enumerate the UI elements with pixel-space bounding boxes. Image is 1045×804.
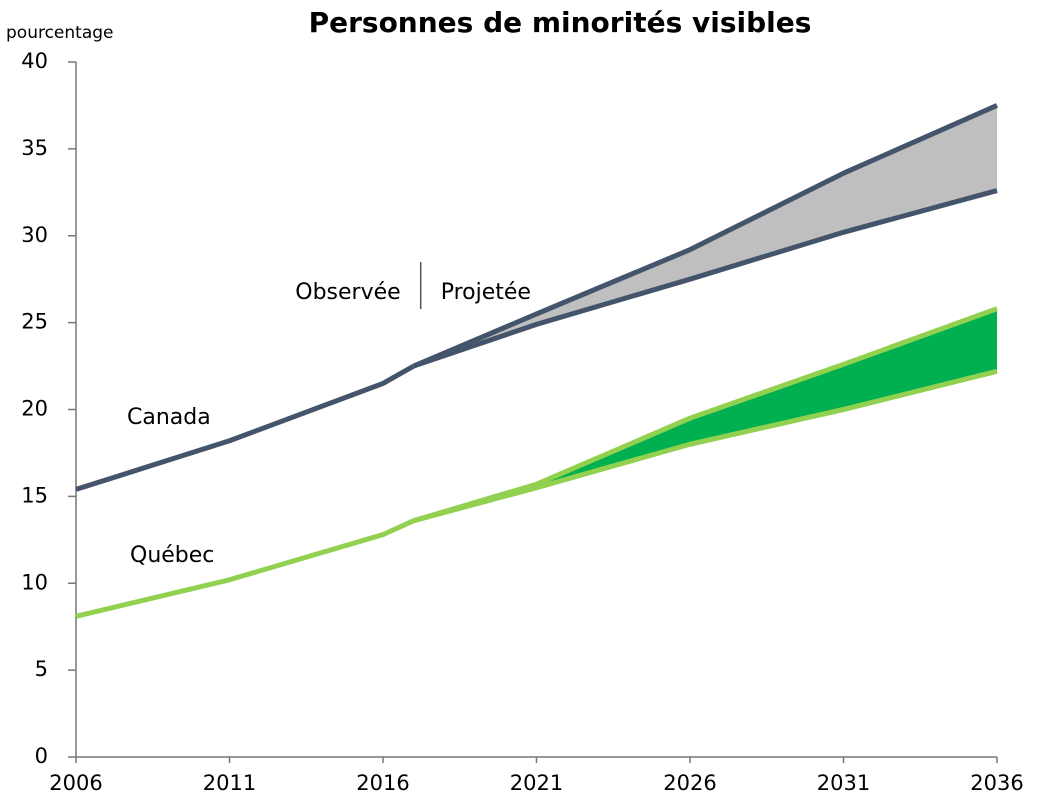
series-label: Canada [127,405,211,430]
y-tick-label: 35 [21,136,48,160]
x-tick-label: 2011 [203,771,256,795]
y-tick-label: 10 [21,570,48,594]
series-label: Québec [130,543,214,568]
low-projection-line [414,371,997,520]
annotation: Observée [295,280,400,305]
annotation: Projetée [441,280,531,305]
chart: Personnes de minorités visibles pourcent… [0,0,1045,804]
x-tick-label: 2026 [663,771,716,795]
x-tick-label: 2016 [356,771,409,795]
y-tick-label: 25 [21,310,48,334]
observed-line [76,521,414,617]
x-tick-label: 2036 [970,771,1023,795]
chart-title: Personnes de minorités visibles [309,6,812,39]
y-tick-label: 30 [21,223,48,247]
y-tick-label: 20 [21,397,48,421]
x-tick-label: 2031 [817,771,870,795]
y-tick-label: 0 [35,744,48,768]
y-tick-label: 5 [35,657,48,681]
high-projection-line [414,105,997,366]
high-projection-line [414,309,997,521]
y-tick-label: 15 [21,483,48,507]
y-axis-label: pourcentage [6,23,114,43]
x-tick-label: 2006 [49,771,102,795]
y-tick-label: 40 [21,49,48,73]
x-tick-label: 2021 [510,771,563,795]
